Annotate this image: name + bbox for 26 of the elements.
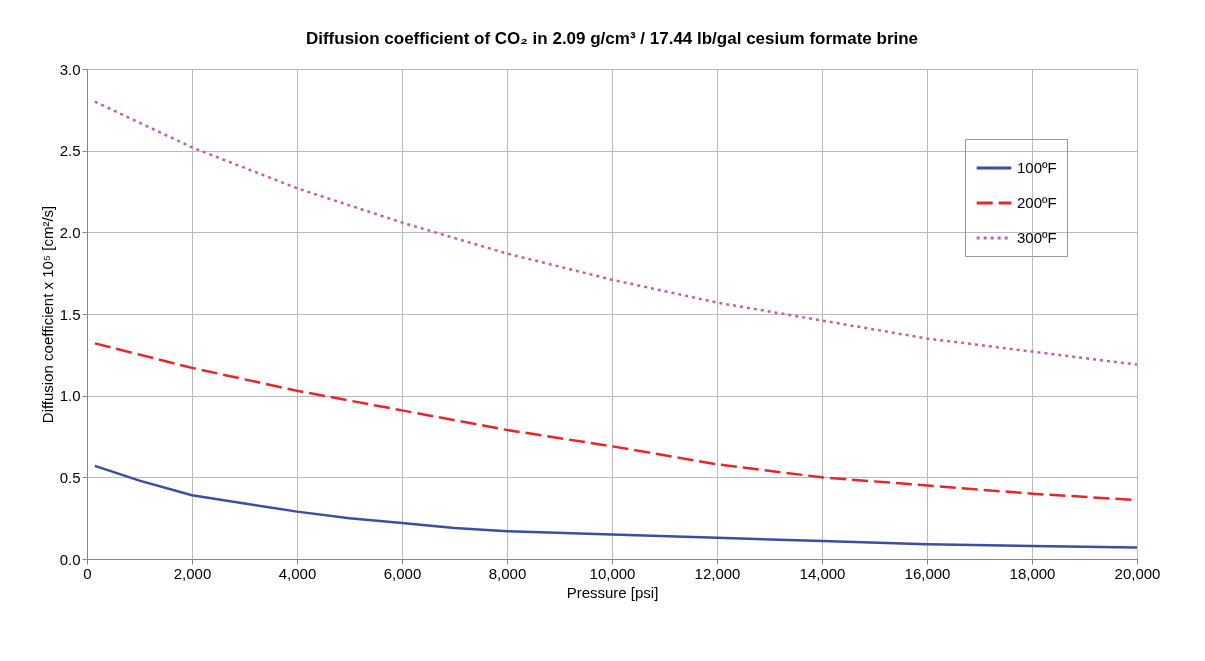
x-axis-title: Pressure [psi] — [566, 583, 659, 601]
x-tick-label: 16,000 — [904, 564, 951, 582]
x-tick-label: 6,000 — [383, 564, 422, 582]
legend-label: 100ºF — [1017, 159, 1057, 176]
y-tick-label: 1.5 — [59, 305, 81, 323]
line-series — [93, 464, 1139, 549]
x-tick-label: 10,000 — [589, 564, 636, 582]
x-tick-label: 8,000 — [488, 564, 527, 582]
x-tick-label: 12,000 — [694, 564, 741, 582]
chart-title: Diffusion coefficient of CO₂ in 2.09 g/cm³ / 17.44 lb/gal cesium formate brine — [305, 29, 919, 48]
y-tick-label: 3.0 — [59, 60, 81, 78]
x-tick-label: 4,000 — [278, 564, 317, 582]
legend-label: 200ºF — [1017, 194, 1057, 211]
x-tick-label: 2,000 — [173, 564, 212, 582]
y-tick-label: 2.5 — [59, 142, 81, 160]
x-tick-label: 0 — [83, 564, 92, 582]
line-series — [93, 100, 1139, 366]
y-axis-title: Diffusion coefficient x 10⁵ [cm²/s] — [38, 205, 56, 424]
y-tick-label: 1.0 — [59, 387, 81, 405]
x-tick-label: 18,000 — [1009, 564, 1056, 582]
legend-label: 300ºF — [1017, 229, 1057, 246]
y-tick-label: 0.5 — [59, 468, 81, 486]
y-tick-label: 0.0 — [59, 550, 81, 568]
x-tick-label: 20,000 — [1114, 564, 1161, 582]
x-tick-label: 14,000 — [799, 564, 846, 582]
y-tick-label: 2.0 — [59, 223, 81, 241]
